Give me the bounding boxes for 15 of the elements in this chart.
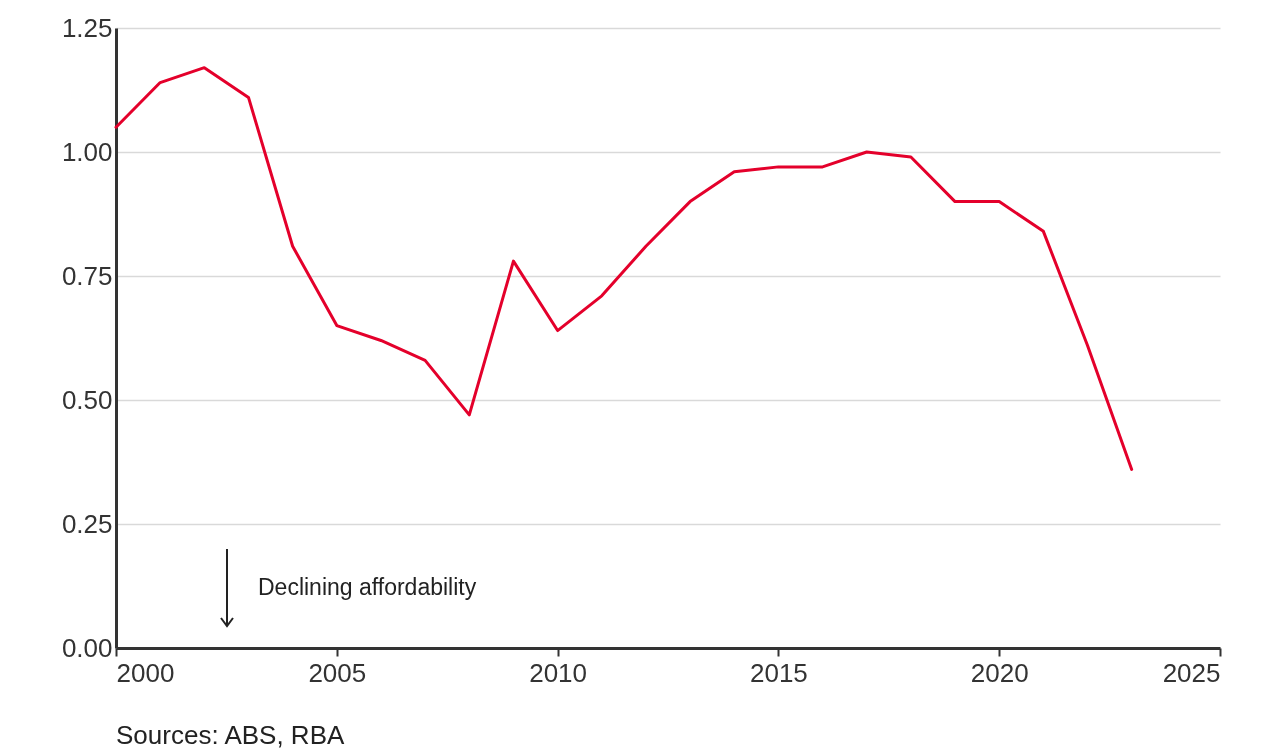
x-tick-label: 2025: [1162, 657, 1221, 688]
line-series: [114, 66, 1134, 471]
x-tick-label: 2020: [970, 657, 1029, 688]
y-tick-label: 0.00: [61, 632, 113, 663]
y-tick-label: 0.50: [61, 384, 113, 415]
y-tick-label: 0.25: [61, 508, 113, 539]
source-note: Sources: ABS, RBA: [116, 720, 345, 750]
x-tick-label: 2000: [116, 657, 175, 688]
annotation: Declining affordability: [258, 574, 477, 600]
x-tick-label: 2015: [749, 657, 808, 688]
y-tick-label: 0.75: [61, 260, 113, 291]
y-tick-label: 1.00: [61, 136, 113, 167]
y-tick-label: 1.25: [61, 12, 113, 43]
x-tick-label: 2010: [529, 657, 588, 688]
x-tick-label: 2005: [308, 657, 367, 688]
